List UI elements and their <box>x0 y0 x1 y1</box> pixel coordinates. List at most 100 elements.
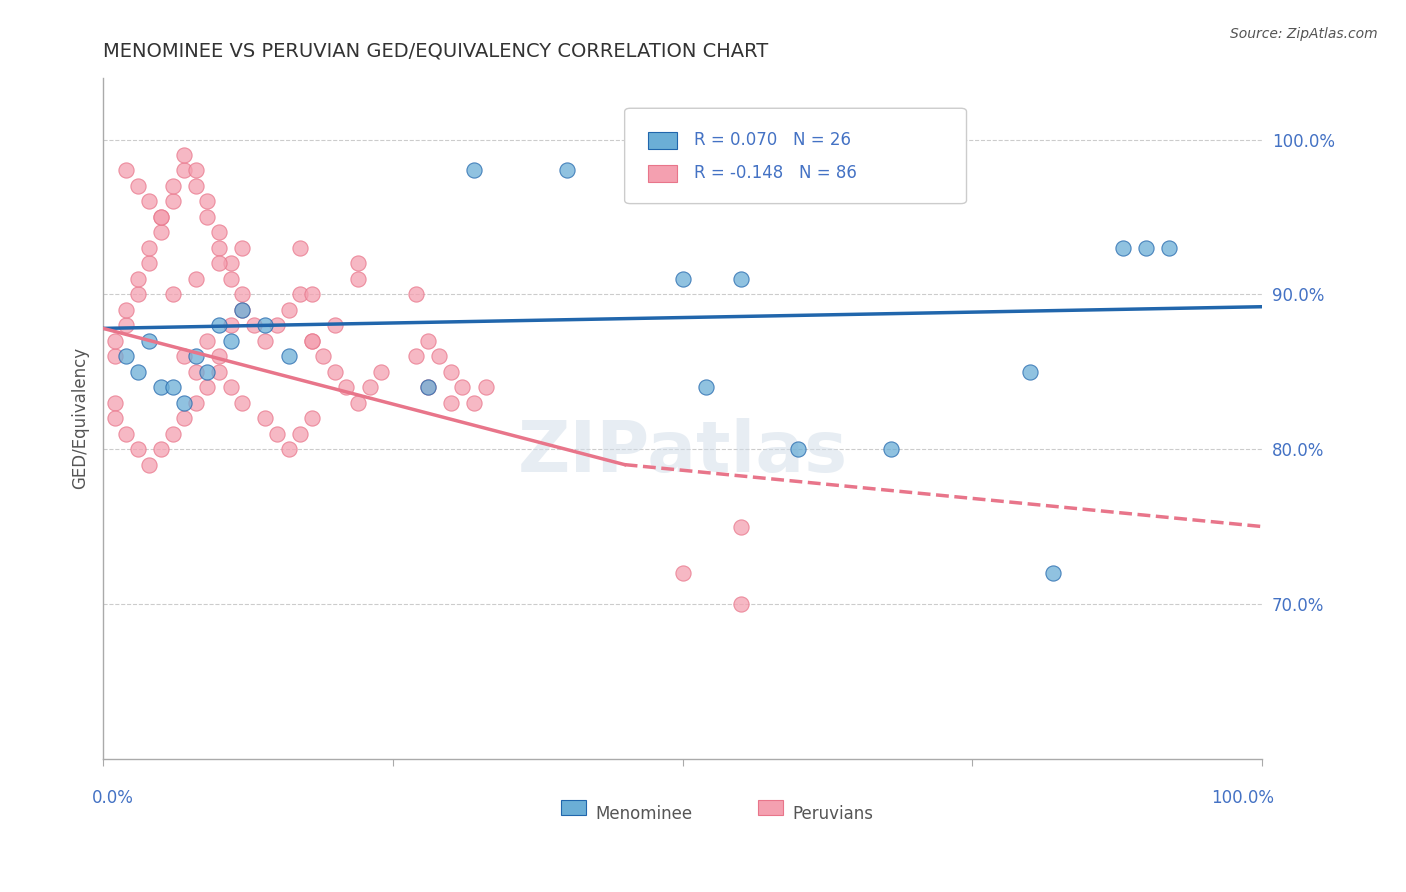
Point <box>288 426 311 441</box>
Point <box>440 365 463 379</box>
Point <box>730 597 752 611</box>
Point <box>115 318 138 333</box>
Point <box>301 287 323 301</box>
Point <box>243 318 266 333</box>
Point <box>730 272 752 286</box>
Point <box>463 395 485 409</box>
Point <box>138 458 160 472</box>
Point <box>138 334 160 348</box>
FancyBboxPatch shape <box>648 132 676 149</box>
Point <box>127 287 149 301</box>
FancyBboxPatch shape <box>648 165 676 182</box>
Point <box>208 365 231 379</box>
Text: Menominee: Menominee <box>596 805 693 823</box>
Point <box>162 426 184 441</box>
Point <box>162 287 184 301</box>
Point <box>138 256 160 270</box>
Point <box>150 226 173 240</box>
Point <box>219 334 242 348</box>
Point <box>266 426 288 441</box>
Point <box>197 194 219 209</box>
Point <box>138 194 160 209</box>
Point <box>231 241 253 255</box>
Text: R = 0.070   N = 26: R = 0.070 N = 26 <box>695 131 851 149</box>
Point <box>1019 365 1042 379</box>
Point <box>787 442 810 457</box>
Point <box>115 302 138 317</box>
Point <box>150 442 173 457</box>
Point <box>208 226 231 240</box>
Point <box>104 334 127 348</box>
Text: 100.0%: 100.0% <box>1211 789 1274 807</box>
Point <box>277 302 299 317</box>
Point <box>173 148 195 162</box>
Point <box>463 163 485 178</box>
Point <box>266 318 288 333</box>
Point <box>347 272 370 286</box>
Point <box>184 163 207 178</box>
Point <box>323 318 346 333</box>
Point <box>277 349 299 363</box>
Point <box>416 334 439 348</box>
Y-axis label: GED/Equivalency: GED/Equivalency <box>72 347 89 489</box>
Point <box>347 395 370 409</box>
Point <box>312 349 335 363</box>
FancyBboxPatch shape <box>624 108 966 203</box>
Point <box>197 210 219 224</box>
Point <box>150 210 173 224</box>
Point <box>208 256 231 270</box>
Point <box>451 380 474 394</box>
Point <box>184 395 207 409</box>
Point <box>173 349 195 363</box>
Text: MENOMINEE VS PERUVIAN GED/EQUIVALENCY CORRELATION CHART: MENOMINEE VS PERUVIAN GED/EQUIVALENCY CO… <box>103 42 768 61</box>
Point <box>184 178 207 193</box>
Point <box>254 411 277 425</box>
Point <box>288 287 311 301</box>
FancyBboxPatch shape <box>561 799 586 814</box>
Point <box>219 380 242 394</box>
Point <box>1042 566 1064 580</box>
Point <box>254 334 277 348</box>
Point <box>184 272 207 286</box>
Point <box>671 566 693 580</box>
Point <box>335 380 357 394</box>
Point <box>1112 241 1135 255</box>
Point <box>301 411 323 425</box>
Point <box>173 163 195 178</box>
Text: ZIPatlas: ZIPatlas <box>517 417 848 487</box>
Point <box>150 380 173 394</box>
Point <box>197 380 219 394</box>
Point <box>277 442 299 457</box>
Point <box>695 380 717 394</box>
Point <box>427 349 450 363</box>
Text: R = -0.148   N = 86: R = -0.148 N = 86 <box>695 164 858 182</box>
Point <box>219 318 242 333</box>
Point <box>173 395 195 409</box>
Point <box>671 272 693 286</box>
Point <box>104 395 127 409</box>
Point <box>405 287 427 301</box>
Point <box>197 365 219 379</box>
Point <box>555 163 578 178</box>
Point <box>184 349 207 363</box>
Point <box>197 334 219 348</box>
Point <box>231 287 253 301</box>
Point <box>254 318 277 333</box>
Point <box>115 349 138 363</box>
Point <box>162 380 184 394</box>
Text: Source: ZipAtlas.com: Source: ZipAtlas.com <box>1230 27 1378 41</box>
Point <box>416 380 439 394</box>
Point <box>115 426 138 441</box>
Point <box>231 395 253 409</box>
Point <box>474 380 496 394</box>
Point <box>115 163 138 178</box>
Point <box>219 256 242 270</box>
Point <box>219 272 242 286</box>
Point <box>1135 241 1157 255</box>
Point <box>208 349 231 363</box>
Point <box>127 442 149 457</box>
Text: Peruvians: Peruvians <box>793 805 873 823</box>
Point <box>127 178 149 193</box>
Point <box>370 365 392 379</box>
FancyBboxPatch shape <box>758 799 783 814</box>
